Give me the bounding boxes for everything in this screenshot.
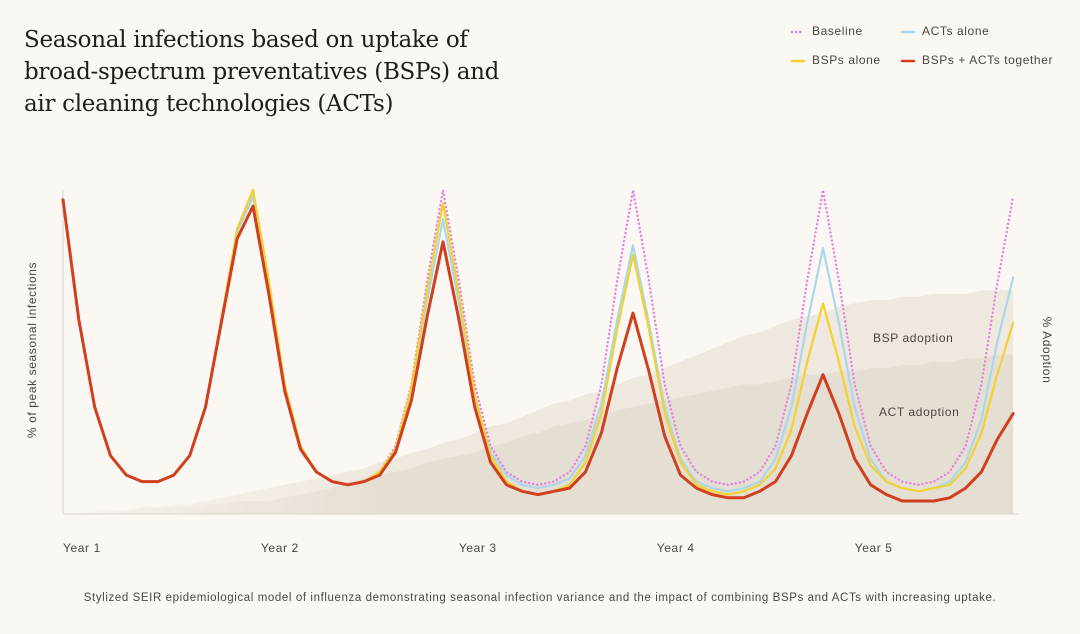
adoption-area (63, 355, 1014, 514)
series-line (61, 198, 1015, 503)
x-tick-label: Year 4 (657, 541, 695, 555)
x-tick-label: Year 2 (261, 541, 299, 555)
area-label: BSP adoption (873, 331, 953, 345)
x-tick-label: Year 5 (855, 541, 893, 555)
caption: Stylized SEIR epidemiological model of i… (84, 592, 996, 604)
chart-title: Seasonal infections based on uptake of b… (24, 27, 500, 117)
y2-axis-label: % Adoption (1040, 317, 1054, 384)
legend-label: Baseline (812, 24, 863, 38)
area-label: ACT adoption (879, 405, 959, 419)
legend-label: ACTs alone (922, 24, 989, 38)
x-tick-label: Year 1 (63, 541, 101, 555)
legend-label: BSPs + ACTs together (922, 53, 1053, 67)
lines (61, 188, 1015, 503)
legend-label: BSPs alone (812, 53, 881, 67)
x-tick-label: Year 3 (459, 541, 497, 555)
y-axis-label: % of peak seasonal infections (25, 262, 39, 438)
